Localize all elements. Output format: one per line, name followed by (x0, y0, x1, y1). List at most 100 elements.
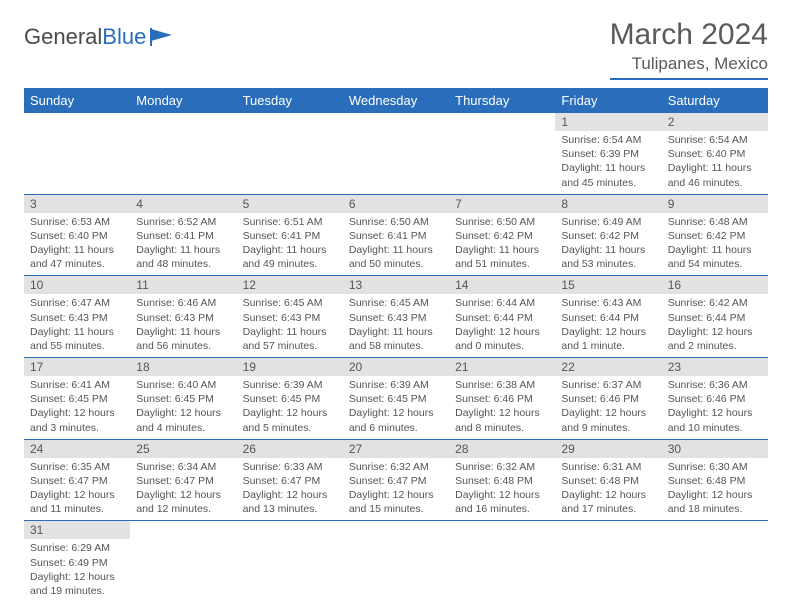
sunrise-text: Sunrise: 6:40 AM (136, 378, 230, 392)
daylight-text: Daylight: 11 hours and 45 minutes. (561, 161, 655, 189)
header: GeneralBlue March 2024 Tulipanes, Mexico (24, 18, 768, 80)
day-number: 4 (130, 195, 236, 213)
calendar-cell: 18Sunrise: 6:40 AMSunset: 6:45 PMDayligh… (130, 358, 236, 440)
sunrise-text: Sunrise: 6:39 AM (243, 378, 337, 392)
day-details: Sunrise: 6:32 AMSunset: 6:48 PMDaylight:… (449, 458, 555, 521)
sunrise-text: Sunrise: 6:33 AM (243, 460, 337, 474)
calendar-cell (555, 521, 661, 602)
sunset-text: Sunset: 6:46 PM (455, 392, 549, 406)
sunrise-text: Sunrise: 6:39 AM (349, 378, 443, 392)
daylight-text: Daylight: 12 hours and 11 minutes. (30, 488, 124, 516)
day-details: Sunrise: 6:45 AMSunset: 6:43 PMDaylight:… (237, 294, 343, 357)
day-details (343, 117, 449, 123)
daylight-text: Daylight: 12 hours and 13 minutes. (243, 488, 337, 516)
day-details: Sunrise: 6:42 AMSunset: 6:44 PMDaylight:… (662, 294, 768, 357)
sunrise-text: Sunrise: 6:32 AM (455, 460, 549, 474)
day-details: Sunrise: 6:47 AMSunset: 6:43 PMDaylight:… (24, 294, 130, 357)
calendar-cell (24, 113, 130, 194)
day-details (237, 525, 343, 531)
day-details: Sunrise: 6:38 AMSunset: 6:46 PMDaylight:… (449, 376, 555, 439)
daylight-text: Daylight: 12 hours and 1 minute. (561, 325, 655, 353)
daylight-text: Daylight: 11 hours and 46 minutes. (668, 161, 762, 189)
day-number: 27 (343, 440, 449, 458)
calendar-cell (130, 521, 236, 602)
day-details (555, 525, 661, 531)
calendar-cell: 1Sunrise: 6:54 AMSunset: 6:39 PMDaylight… (555, 113, 661, 194)
day-details: Sunrise: 6:50 AMSunset: 6:41 PMDaylight:… (343, 213, 449, 276)
day-details: Sunrise: 6:40 AMSunset: 6:45 PMDaylight:… (130, 376, 236, 439)
day-details: Sunrise: 6:48 AMSunset: 6:42 PMDaylight:… (662, 213, 768, 276)
day-header: Friday (555, 88, 661, 113)
daylight-text: Daylight: 12 hours and 4 minutes. (136, 406, 230, 434)
daylight-text: Daylight: 12 hours and 16 minutes. (455, 488, 549, 516)
logo: GeneralBlue (24, 18, 176, 50)
day-header-row: SundayMondayTuesdayWednesdayThursdayFrid… (24, 88, 768, 113)
calendar-cell: 26Sunrise: 6:33 AMSunset: 6:47 PMDayligh… (237, 439, 343, 521)
sunrise-text: Sunrise: 6:34 AM (136, 460, 230, 474)
sunset-text: Sunset: 6:39 PM (561, 147, 655, 161)
daylight-text: Daylight: 12 hours and 18 minutes. (668, 488, 762, 516)
calendar-cell: 25Sunrise: 6:34 AMSunset: 6:47 PMDayligh… (130, 439, 236, 521)
sunset-text: Sunset: 6:48 PM (561, 474, 655, 488)
day-number: 29 (555, 440, 661, 458)
sunset-text: Sunset: 6:42 PM (455, 229, 549, 243)
sunrise-text: Sunrise: 6:38 AM (455, 378, 549, 392)
day-header: Wednesday (343, 88, 449, 113)
day-number: 8 (555, 195, 661, 213)
sunset-text: Sunset: 6:49 PM (30, 556, 124, 570)
sunset-text: Sunset: 6:44 PM (668, 311, 762, 325)
day-details (24, 117, 130, 123)
day-details: Sunrise: 6:29 AMSunset: 6:49 PMDaylight:… (24, 539, 130, 602)
calendar-cell: 19Sunrise: 6:39 AMSunset: 6:45 PMDayligh… (237, 358, 343, 440)
calendar-cell: 28Sunrise: 6:32 AMSunset: 6:48 PMDayligh… (449, 439, 555, 521)
daylight-text: Daylight: 11 hours and 51 minutes. (455, 243, 549, 271)
sunrise-text: Sunrise: 6:54 AM (668, 133, 762, 147)
sunset-text: Sunset: 6:44 PM (455, 311, 549, 325)
day-details (130, 117, 236, 123)
calendar-cell: 7Sunrise: 6:50 AMSunset: 6:42 PMDaylight… (449, 194, 555, 276)
calendar-row: 17Sunrise: 6:41 AMSunset: 6:45 PMDayligh… (24, 358, 768, 440)
day-details (449, 117, 555, 123)
day-details: Sunrise: 6:43 AMSunset: 6:44 PMDaylight:… (555, 294, 661, 357)
day-details (130, 525, 236, 531)
calendar-cell: 4Sunrise: 6:52 AMSunset: 6:41 PMDaylight… (130, 194, 236, 276)
day-number: 23 (662, 358, 768, 376)
sunrise-text: Sunrise: 6:49 AM (561, 215, 655, 229)
day-number: 3 (24, 195, 130, 213)
day-number: 20 (343, 358, 449, 376)
calendar-cell: 17Sunrise: 6:41 AMSunset: 6:45 PMDayligh… (24, 358, 130, 440)
daylight-text: Daylight: 11 hours and 55 minutes. (30, 325, 124, 353)
daylight-text: Daylight: 11 hours and 57 minutes. (243, 325, 337, 353)
calendar-row: 1Sunrise: 6:54 AMSunset: 6:39 PMDaylight… (24, 113, 768, 194)
calendar-row: 31Sunrise: 6:29 AMSunset: 6:49 PMDayligh… (24, 521, 768, 602)
day-number: 1 (555, 113, 661, 131)
day-details: Sunrise: 6:50 AMSunset: 6:42 PMDaylight:… (449, 213, 555, 276)
calendar-row: 24Sunrise: 6:35 AMSunset: 6:47 PMDayligh… (24, 439, 768, 521)
title-block: March 2024 Tulipanes, Mexico (610, 18, 768, 80)
day-header: Thursday (449, 88, 555, 113)
day-number: 11 (130, 276, 236, 294)
location: Tulipanes, Mexico (610, 54, 768, 80)
daylight-text: Daylight: 11 hours and 54 minutes. (668, 243, 762, 271)
sunrise-text: Sunrise: 6:45 AM (349, 296, 443, 310)
calendar-cell: 6Sunrise: 6:50 AMSunset: 6:41 PMDaylight… (343, 194, 449, 276)
day-details (662, 525, 768, 531)
day-number: 18 (130, 358, 236, 376)
day-number: 12 (237, 276, 343, 294)
sunrise-text: Sunrise: 6:45 AM (243, 296, 337, 310)
calendar-cell (449, 113, 555, 194)
sunset-text: Sunset: 6:41 PM (136, 229, 230, 243)
calendar-cell: 20Sunrise: 6:39 AMSunset: 6:45 PMDayligh… (343, 358, 449, 440)
calendar-cell: 3Sunrise: 6:53 AMSunset: 6:40 PMDaylight… (24, 194, 130, 276)
sunrise-text: Sunrise: 6:50 AM (349, 215, 443, 229)
day-details: Sunrise: 6:49 AMSunset: 6:42 PMDaylight:… (555, 213, 661, 276)
day-number: 28 (449, 440, 555, 458)
day-details: Sunrise: 6:54 AMSunset: 6:40 PMDaylight:… (662, 131, 768, 194)
sunset-text: Sunset: 6:42 PM (561, 229, 655, 243)
day-details: Sunrise: 6:30 AMSunset: 6:48 PMDaylight:… (662, 458, 768, 521)
sunset-text: Sunset: 6:47 PM (136, 474, 230, 488)
sunset-text: Sunset: 6:43 PM (349, 311, 443, 325)
day-number: 9 (662, 195, 768, 213)
day-details: Sunrise: 6:41 AMSunset: 6:45 PMDaylight:… (24, 376, 130, 439)
day-details: Sunrise: 6:33 AMSunset: 6:47 PMDaylight:… (237, 458, 343, 521)
